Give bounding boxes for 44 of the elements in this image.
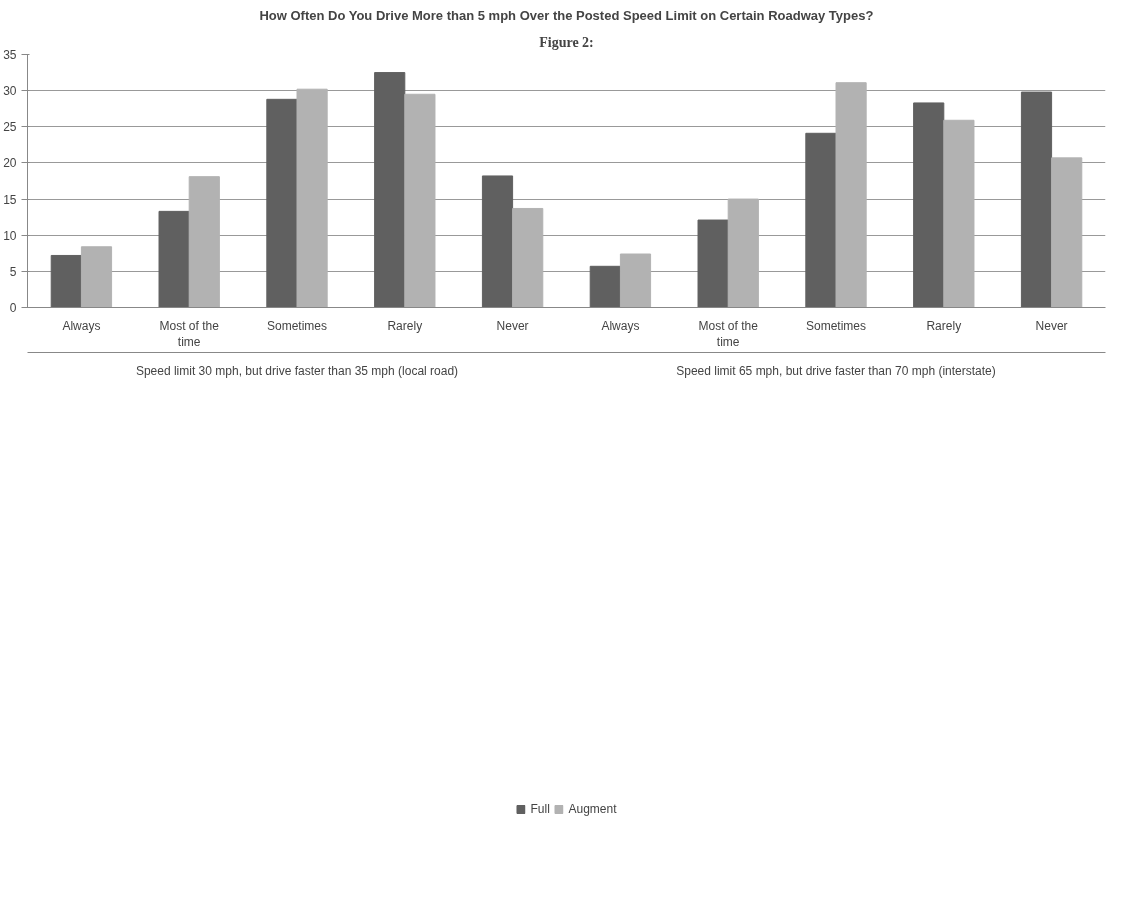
x-tick-label: Sometimes: [805, 318, 867, 333]
chart-title: How Often Do You Drive More than 5 mph Over the Posted Speed Limit on Certain Roadway Types?: [259, 7, 874, 23]
bar: [943, 119, 975, 308]
bar: [697, 219, 729, 308]
x-tick-label: Sometimes: [266, 318, 328, 333]
y-tick-label: 15: [3, 192, 17, 207]
x-tick-label: Always: [601, 318, 640, 333]
bar: [727, 198, 759, 308]
y-tick-label: 20: [3, 156, 17, 171]
x-tick-label: Never: [496, 318, 529, 333]
bar: [50, 254, 82, 308]
x-tick-label: Rarely: [926, 318, 962, 333]
bar: [374, 72, 406, 308]
bar: [913, 102, 945, 308]
y-tick-label: 10: [3, 228, 17, 243]
text: Speed limit 30 mph, but drive faster than 35 mph (local road): [135, 363, 459, 378]
bar: [296, 88, 328, 308]
bar: [158, 210, 190, 308]
bar: [404, 93, 436, 308]
bar: [1020, 91, 1053, 308]
bar: [589, 265, 621, 308]
bar: [619, 253, 652, 308]
x-tick-label: Most of the time: [698, 318, 759, 350]
y-tick-label: 0: [9, 301, 17, 315]
bar: [188, 176, 220, 308]
x-tick-label: Rarely: [387, 318, 423, 333]
y-tick-label: 5: [9, 264, 17, 279]
bar: [266, 98, 298, 308]
bar: [835, 82, 867, 308]
y-tick-label: 30: [3, 84, 17, 99]
bar: [481, 175, 514, 308]
bar: [805, 132, 837, 308]
bar: [1051, 157, 1083, 308]
bar: [512, 207, 544, 308]
y-tick-label: 25: [3, 120, 17, 135]
x-tick-label: Never: [1035, 318, 1068, 333]
legend-label: Full: [530, 801, 551, 816]
y-tick-label: 35: [3, 48, 17, 62]
legend-label: Augment: [568, 801, 617, 816]
bar: [80, 246, 113, 308]
caption: Figure 2:: [539, 34, 594, 50]
x-tick-label: Always: [62, 318, 101, 333]
x-tick-label: Most of the time: [159, 318, 220, 350]
text: Speed limit 65 mph, but drive faster than 70 mph (interstate): [676, 363, 996, 378]
